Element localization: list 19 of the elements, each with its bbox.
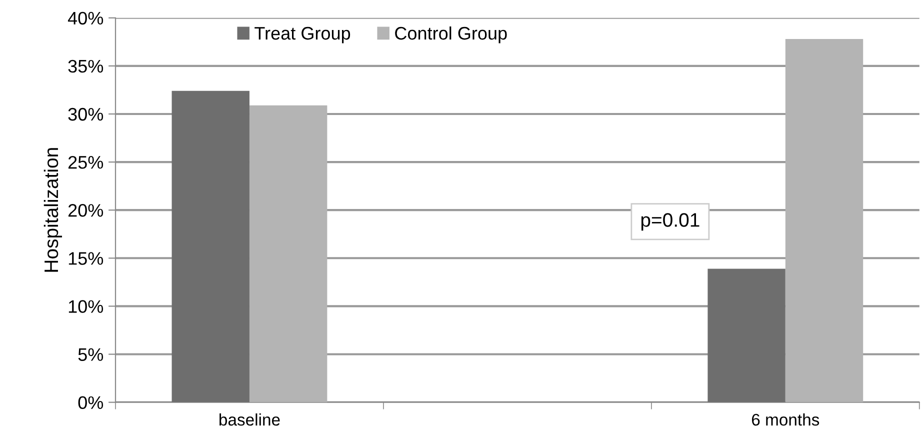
y-tick-label: 30% bbox=[68, 108, 104, 121]
y-tick-label: 5% bbox=[78, 348, 104, 361]
x-tick-label: baseline bbox=[220, 413, 280, 426]
y-tick-label: 10% bbox=[68, 300, 104, 313]
y-tick-label: 35% bbox=[68, 60, 104, 73]
annotation: p=0.01 bbox=[641, 213, 700, 231]
legend-label: Treat Group bbox=[254, 26, 350, 44]
y-tick-label: 40% bbox=[68, 12, 104, 25]
legend-label: Control Group bbox=[395, 26, 507, 44]
bar bbox=[785, 39, 864, 402]
bar bbox=[249, 105, 328, 402]
y-tick-label: 0% bbox=[78, 396, 104, 410]
y-tick-label: 15% bbox=[68, 252, 104, 265]
bar bbox=[172, 90, 250, 402]
bar bbox=[708, 268, 786, 402]
y-axis-title: Hospitalization bbox=[44, 148, 62, 272]
y-tick-label: 20% bbox=[68, 204, 104, 217]
x-tick-label: 6 months bbox=[752, 413, 820, 426]
y-tick-label: 25% bbox=[68, 156, 104, 169]
